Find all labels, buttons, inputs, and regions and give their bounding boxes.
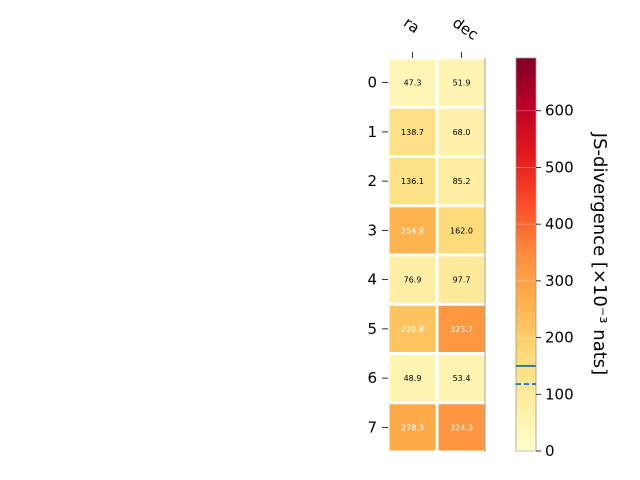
row-label: 6 — [367, 369, 377, 387]
colorbar-ticks: 0 100 200 300 400 500 600 — [516, 102, 574, 460]
heatmap-cell — [438, 207, 485, 254]
cell-value-label: 278.3 — [401, 423, 424, 432]
colorbar-tick-label: 300 — [545, 272, 574, 290]
colorbar-label: JS-divergence [×10⁻³ nats] — [589, 132, 610, 375]
colorbar-tick-label: 200 — [545, 329, 574, 347]
heatmap-cell — [438, 158, 485, 205]
column-label: dec — [449, 14, 481, 44]
heatmap-cell — [389, 207, 436, 254]
heatmap-cell — [438, 404, 485, 451]
row-label: 0 — [367, 74, 377, 92]
colorbar: 0 100 200 300 400 500 600 JS-divergence [×10⁻³… — [515, 57, 610, 460]
column-labels: ra dec — [400, 14, 482, 58]
row-label: 7 — [367, 418, 377, 436]
cell-value-label: 51.9 — [453, 79, 471, 88]
row-label: 4 — [367, 271, 377, 289]
heatmap-cell — [438, 256, 485, 303]
column-label: ra — [400, 14, 423, 38]
colorbar-tick-label: 500 — [545, 158, 574, 176]
heatmap-cell — [389, 108, 436, 155]
row-label: 3 — [367, 221, 377, 239]
cell-value-label: 138.7 — [401, 128, 424, 137]
colorbar-reference-lines — [516, 365, 536, 385]
cell-value-label: 162.0 — [450, 226, 473, 235]
cell-value-label: 76.9 — [404, 276, 422, 285]
cell-value-label: 97.7 — [453, 276, 471, 285]
colorbar-tick-label: 400 — [545, 215, 574, 233]
cell-value-label: 323.7 — [450, 325, 473, 334]
colorbar-tick-label: 100 — [545, 385, 574, 403]
heatmap-cell — [389, 404, 436, 451]
cell-value-label: 68.0 — [453, 128, 471, 137]
cell-value-label: 220.8 — [401, 325, 424, 334]
heatmap-cell — [389, 355, 436, 402]
colorbar-gradient — [515, 57, 537, 452]
row-label: 2 — [367, 172, 377, 190]
cell-value-label: 136.1 — [401, 177, 424, 186]
heatmap-cell — [438, 305, 485, 352]
cell-value-label: 53.4 — [453, 374, 471, 383]
row-label: 5 — [367, 320, 377, 338]
cell-value-label: 85.2 — [453, 177, 471, 186]
heatmap-cell — [389, 59, 436, 106]
heatmap-cell — [389, 158, 436, 205]
colorbar-tick-label: 600 — [545, 102, 574, 120]
cell-value-label: 47.3 — [404, 79, 422, 88]
colorbar-tick-label: 0 — [545, 442, 555, 460]
cell-value-label: 254.9 — [401, 226, 424, 235]
row-label: 1 — [367, 123, 377, 141]
heatmap-cell — [389, 256, 436, 303]
heatmap-cell — [438, 59, 485, 106]
heatmap-cell — [389, 305, 436, 352]
heatmap-cell — [438, 108, 485, 155]
heatmap-cell — [438, 355, 485, 402]
cell-value-label: 48.9 — [404, 374, 422, 383]
heatmap-grid: 47.3 51.9 138.7 68.0 136.1 85.2 254.9 162.0 76.9… — [389, 58, 486, 452]
row-labels: 0 1 2 3 4 5 6 7 — [367, 74, 388, 436]
cell-value-label: 324.3 — [450, 423, 473, 432]
